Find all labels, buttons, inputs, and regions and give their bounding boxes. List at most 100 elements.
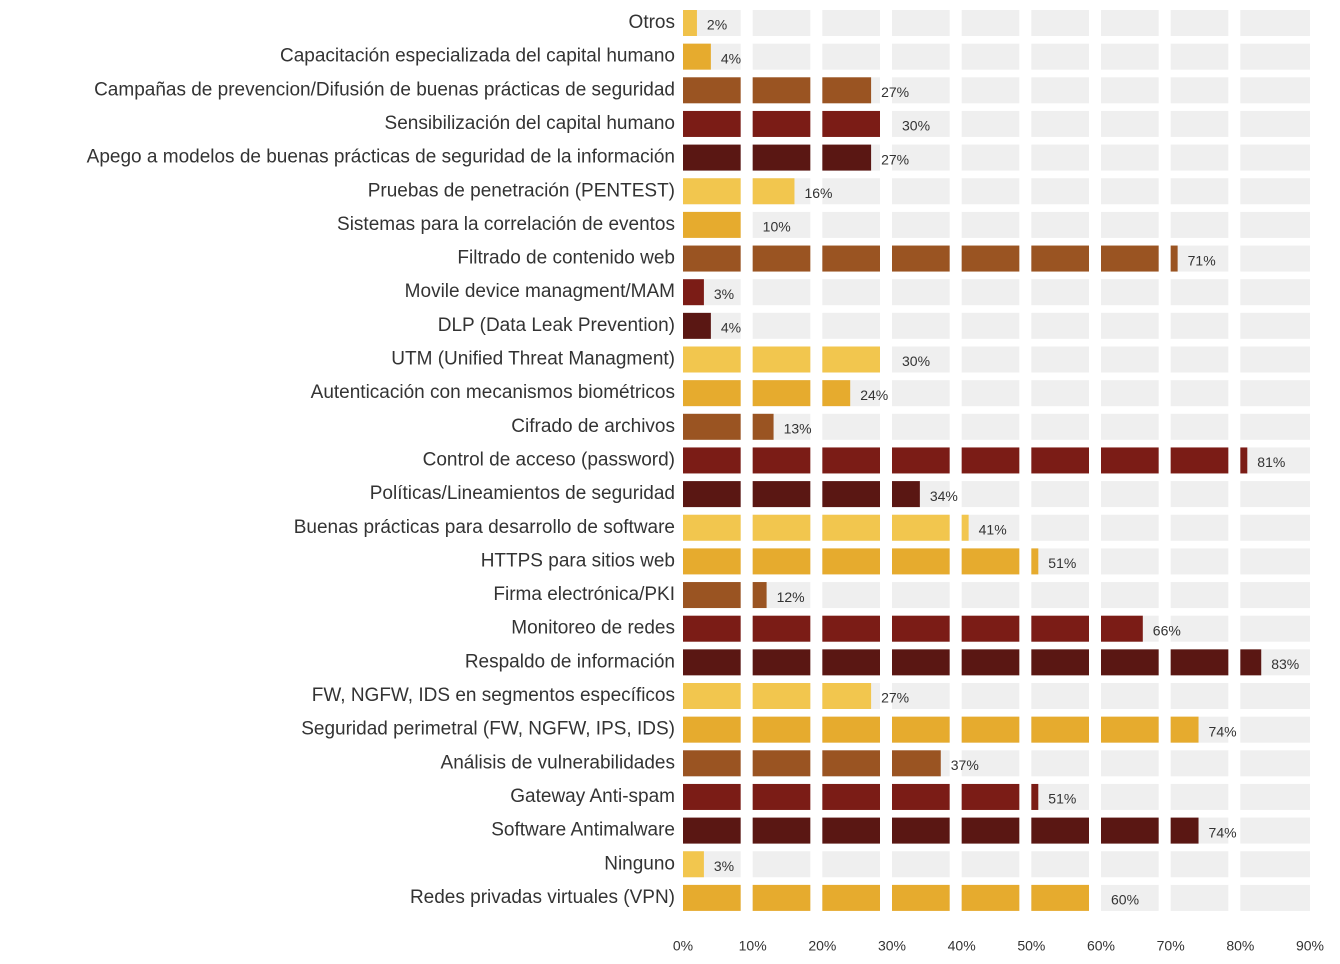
bar-segment [752, 884, 811, 911]
category-label: Pruebas de penetración (PENTEST) [368, 180, 675, 201]
category-label: Políticas/Lineamientos de seguridad [370, 483, 675, 504]
bar-segment [822, 615, 880, 642]
background-block [1031, 110, 1089, 137]
background-block [961, 211, 1020, 238]
background-block [892, 413, 950, 440]
bar-segment [683, 245, 741, 272]
category-label: Seguridad perimetral (FW, NGFW, IPS, IDS… [301, 719, 675, 740]
category-label: Movile device managment/MAM [405, 281, 675, 302]
background-block [892, 346, 950, 373]
background-block [1240, 683, 1310, 709]
bar-segment [683, 649, 741, 676]
bar-segment [822, 447, 880, 474]
bar-segment [892, 548, 950, 575]
background-block [1170, 110, 1229, 137]
bar-segment [1101, 245, 1159, 272]
x-tick-label: 30% [878, 938, 906, 954]
bar-segment [822, 884, 880, 911]
background-block [961, 10, 1020, 36]
background-block [961, 144, 1020, 171]
background-block [892, 43, 950, 70]
background-block [1240, 750, 1310, 777]
value-label: 71% [1188, 252, 1216, 268]
category-label: Redes privadas virtuales (VPN) [410, 887, 675, 908]
bar [683, 211, 741, 238]
background-block [1031, 481, 1089, 508]
background-block [1170, 683, 1229, 709]
bar [683, 683, 872, 709]
background-block [961, 683, 1020, 709]
bar-segment [961, 245, 1020, 272]
x-tick-label: 70% [1157, 938, 1185, 954]
bar-segment [822, 380, 851, 407]
bar-segment [752, 144, 811, 171]
bar-segment [1101, 615, 1143, 642]
bar-segment [961, 514, 969, 541]
category-label: Gateway Anti-spam [510, 786, 675, 807]
category-label: Capacitación especializada del capital h… [280, 46, 675, 67]
bar-segment [892, 884, 950, 911]
background-block [822, 851, 880, 878]
value-label: 4% [721, 50, 741, 66]
bar-segment [752, 245, 811, 272]
bar-segment [752, 548, 811, 575]
background-block [1170, 43, 1229, 70]
bar-segment [961, 615, 1020, 642]
bar-segment [892, 447, 950, 474]
bar-segment [683, 514, 741, 541]
background-block [892, 851, 950, 878]
bar-segment [822, 716, 880, 743]
background-block [1240, 481, 1310, 508]
bar-segment [752, 178, 795, 205]
bar-segment [683, 10, 697, 36]
bar-segment [892, 783, 950, 810]
bar-segment [1170, 245, 1178, 272]
bar-segment [1031, 884, 1089, 911]
background-block [1031, 312, 1089, 339]
background-block [1170, 312, 1229, 339]
bar-segment [1101, 817, 1159, 844]
background-block [1031, 144, 1089, 171]
background-block [1170, 413, 1229, 440]
background-block [1170, 481, 1229, 508]
bar-segment [1031, 716, 1089, 743]
bar-segment [683, 312, 711, 339]
background-block [961, 346, 1020, 373]
category-label: Filtrado de contenido web [457, 248, 675, 269]
bar-segment [683, 43, 711, 70]
category-label: Análisis de vulnerabilidades [441, 752, 675, 773]
bar [683, 817, 1199, 844]
bar-segment [683, 144, 741, 171]
background-block [1240, 413, 1310, 440]
bar [683, 649, 1262, 676]
background-block [1240, 582, 1310, 609]
background-block [1101, 110, 1159, 137]
category-label: Control de acceso (password) [423, 449, 675, 470]
category-label: Apego a modelos de buenas prácticas de s… [87, 147, 675, 168]
category-label: Buenas prácticas para desarrollo de soft… [294, 517, 675, 538]
category-label: Respaldo de información [465, 651, 675, 672]
bar-segment [961, 817, 1020, 844]
background-block [1170, 245, 1229, 272]
value-label: 4% [721, 320, 741, 336]
bar [683, 77, 872, 104]
bar-segment [752, 783, 811, 810]
background-block [1101, 43, 1159, 70]
value-label: 51% [1048, 555, 1076, 571]
bar-segment [683, 548, 741, 575]
background-block [961, 380, 1020, 407]
background-block [1240, 548, 1310, 575]
background-block [822, 582, 880, 609]
background-block [1101, 413, 1159, 440]
background-block [1240, 615, 1310, 642]
background-block [1170, 615, 1229, 642]
bar [683, 750, 941, 777]
bar-segment [683, 110, 741, 137]
bar-segment [892, 649, 950, 676]
bar-segment [892, 817, 950, 844]
background-block [1240, 144, 1310, 171]
background-block [1031, 380, 1089, 407]
value-label: 10% [763, 219, 791, 235]
bar [683, 514, 969, 541]
bar-segment [752, 817, 811, 844]
